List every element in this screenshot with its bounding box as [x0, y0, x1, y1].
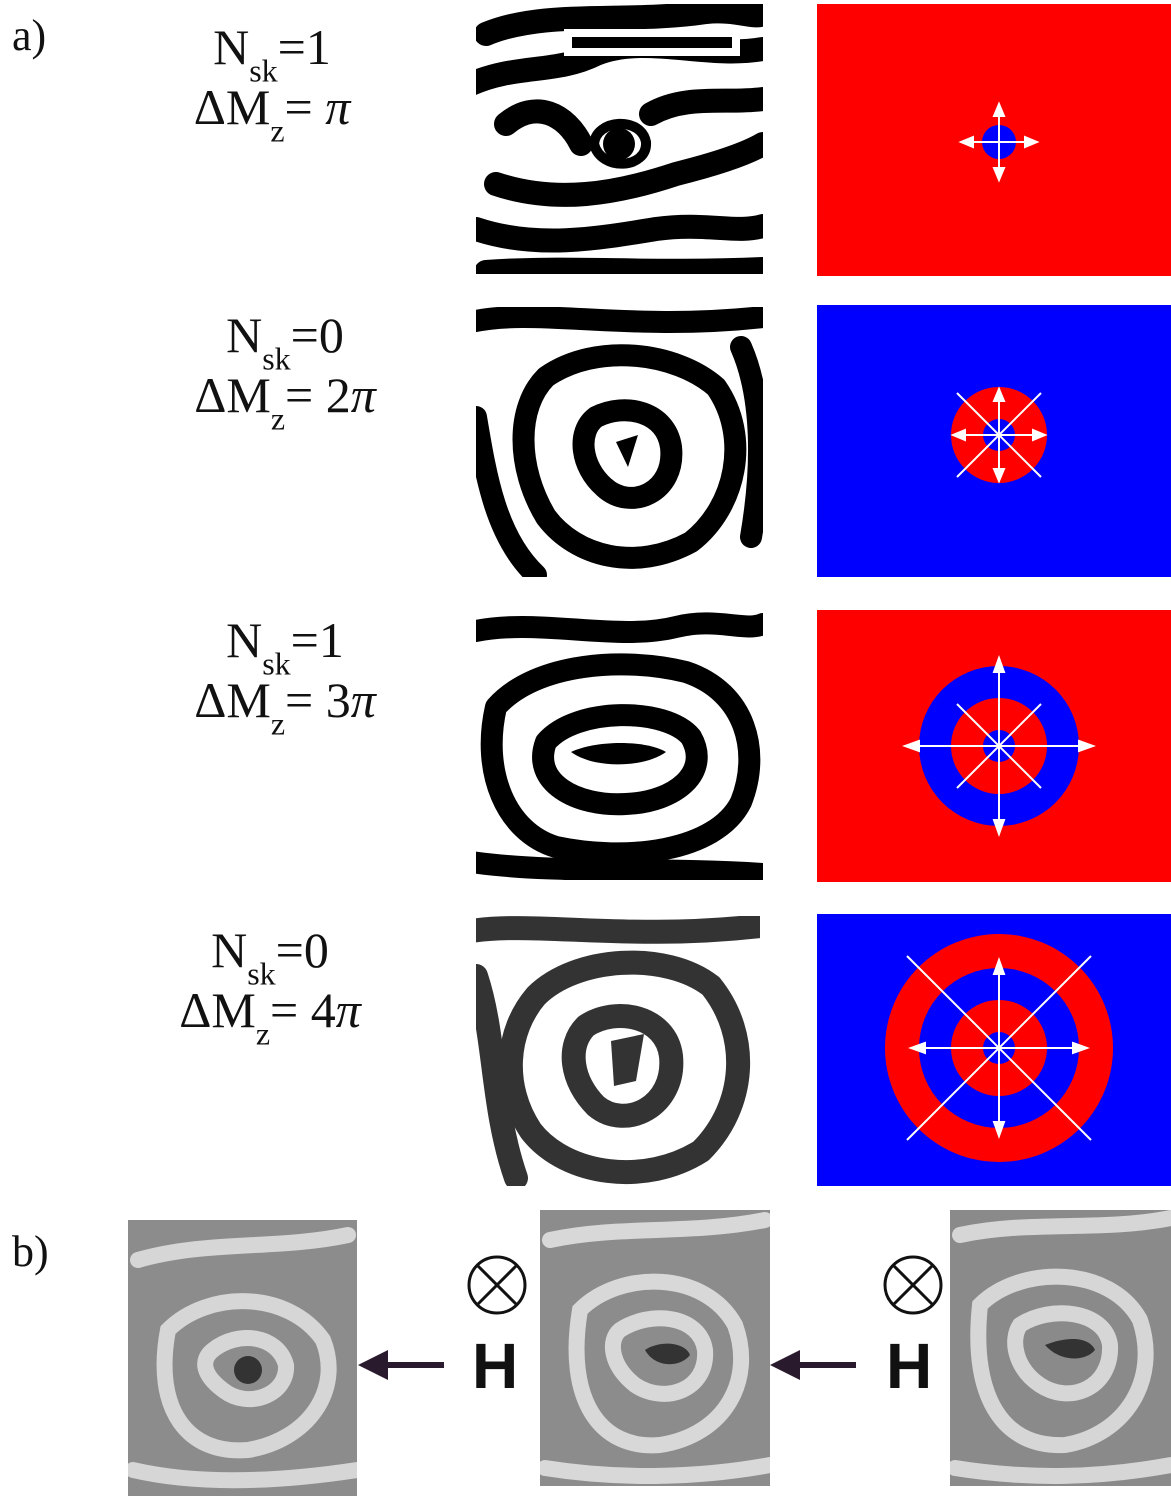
nsk-line: Nsk=1 — [226, 612, 344, 682]
field-into-page-icon-2 — [882, 1254, 944, 1316]
dmz-line: ΔMz= π — [193, 79, 351, 149]
field-arrow-1 — [358, 1345, 444, 1385]
domain-image-4 — [476, 916, 760, 1186]
domain-image-1 — [476, 4, 763, 274]
skyrmion-model-4 — [817, 914, 1171, 1186]
field-into-page-icon-1 — [466, 1254, 528, 1316]
domain-image-3 — [476, 612, 763, 880]
nsk-line: Nsk=0 — [211, 922, 329, 992]
row-label-4: Nsk=0 ΔMz= 4π — [120, 922, 420, 1052]
nsk-line: Nsk=1 — [213, 19, 331, 89]
nsk-line: Nsk=0 — [226, 307, 344, 377]
dmz-line: ΔMz= 2π — [194, 367, 376, 437]
field-label-2: H — [886, 1330, 933, 1402]
skyrmion-model-3 — [817, 610, 1171, 882]
row-label-3: Nsk=1 ΔMz= 3π — [135, 612, 435, 742]
dmz-line: ΔMz= 3π — [194, 672, 376, 742]
dmz-line: ΔMz= 4π — [179, 982, 361, 1052]
mfm-image-3 — [950, 1210, 1171, 1486]
panel-a-label: a) — [12, 11, 47, 60]
panel-b-label: b) — [12, 1227, 49, 1276]
scale-bar — [564, 29, 740, 56]
skyrmion-model-1 — [817, 4, 1171, 276]
field-arrow-2 — [770, 1345, 856, 1385]
field-label-1: H — [472, 1330, 519, 1402]
domain-image-2 — [476, 307, 763, 577]
mfm-image-2 — [540, 1210, 770, 1486]
row-label-2: Nsk=0 ΔMz= 2π — [135, 307, 435, 437]
row-label-1: Nsk=1 ΔMz= π — [122, 19, 422, 149]
mfm-image-1 — [128, 1220, 357, 1496]
skyrmion-model-2 — [817, 305, 1171, 577]
